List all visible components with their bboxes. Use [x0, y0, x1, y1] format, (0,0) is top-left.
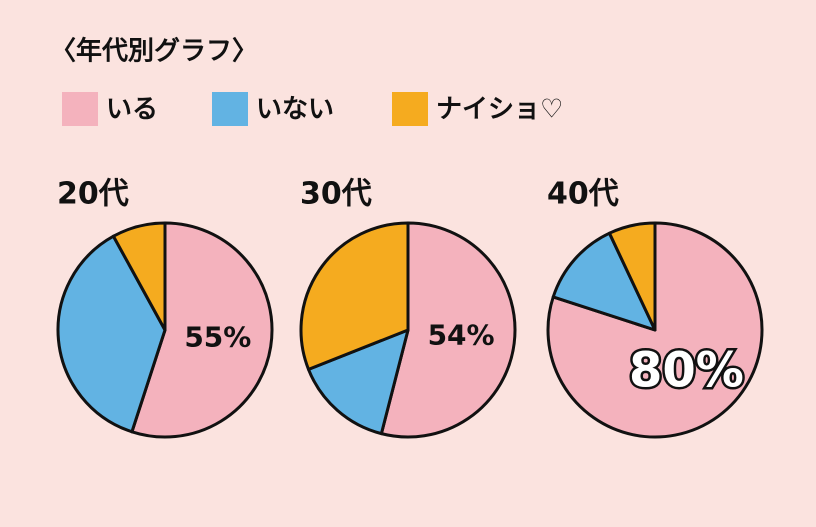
value-label: 80%: [629, 342, 744, 398]
legend-label: いない: [256, 95, 334, 125]
pie-slice: [379, 221, 517, 439]
pie-slice: [551, 231, 657, 332]
legend-swatch: [62, 92, 98, 126]
pie-slice: [56, 234, 167, 434]
page-title: 〈年代別グラフ〉: [50, 36, 258, 67]
pie-slice: [299, 221, 410, 371]
pie-slice: [130, 221, 274, 439]
value-label: 54%: [428, 319, 495, 352]
chart-title: 20代: [57, 177, 129, 212]
pie-slice: [111, 221, 167, 332]
pie-slice: [607, 221, 657, 332]
pie-slice: [546, 221, 764, 439]
legend-label: ナイショ♡: [436, 95, 563, 125]
legend-swatch: [212, 92, 248, 126]
chart-title: 30代: [300, 177, 372, 212]
pie-slice: [307, 328, 410, 436]
value-label: 55%: [184, 320, 251, 353]
legend-label: いる: [106, 95, 158, 125]
chart-title: 40代: [547, 177, 619, 212]
legend-swatch: [392, 92, 428, 126]
